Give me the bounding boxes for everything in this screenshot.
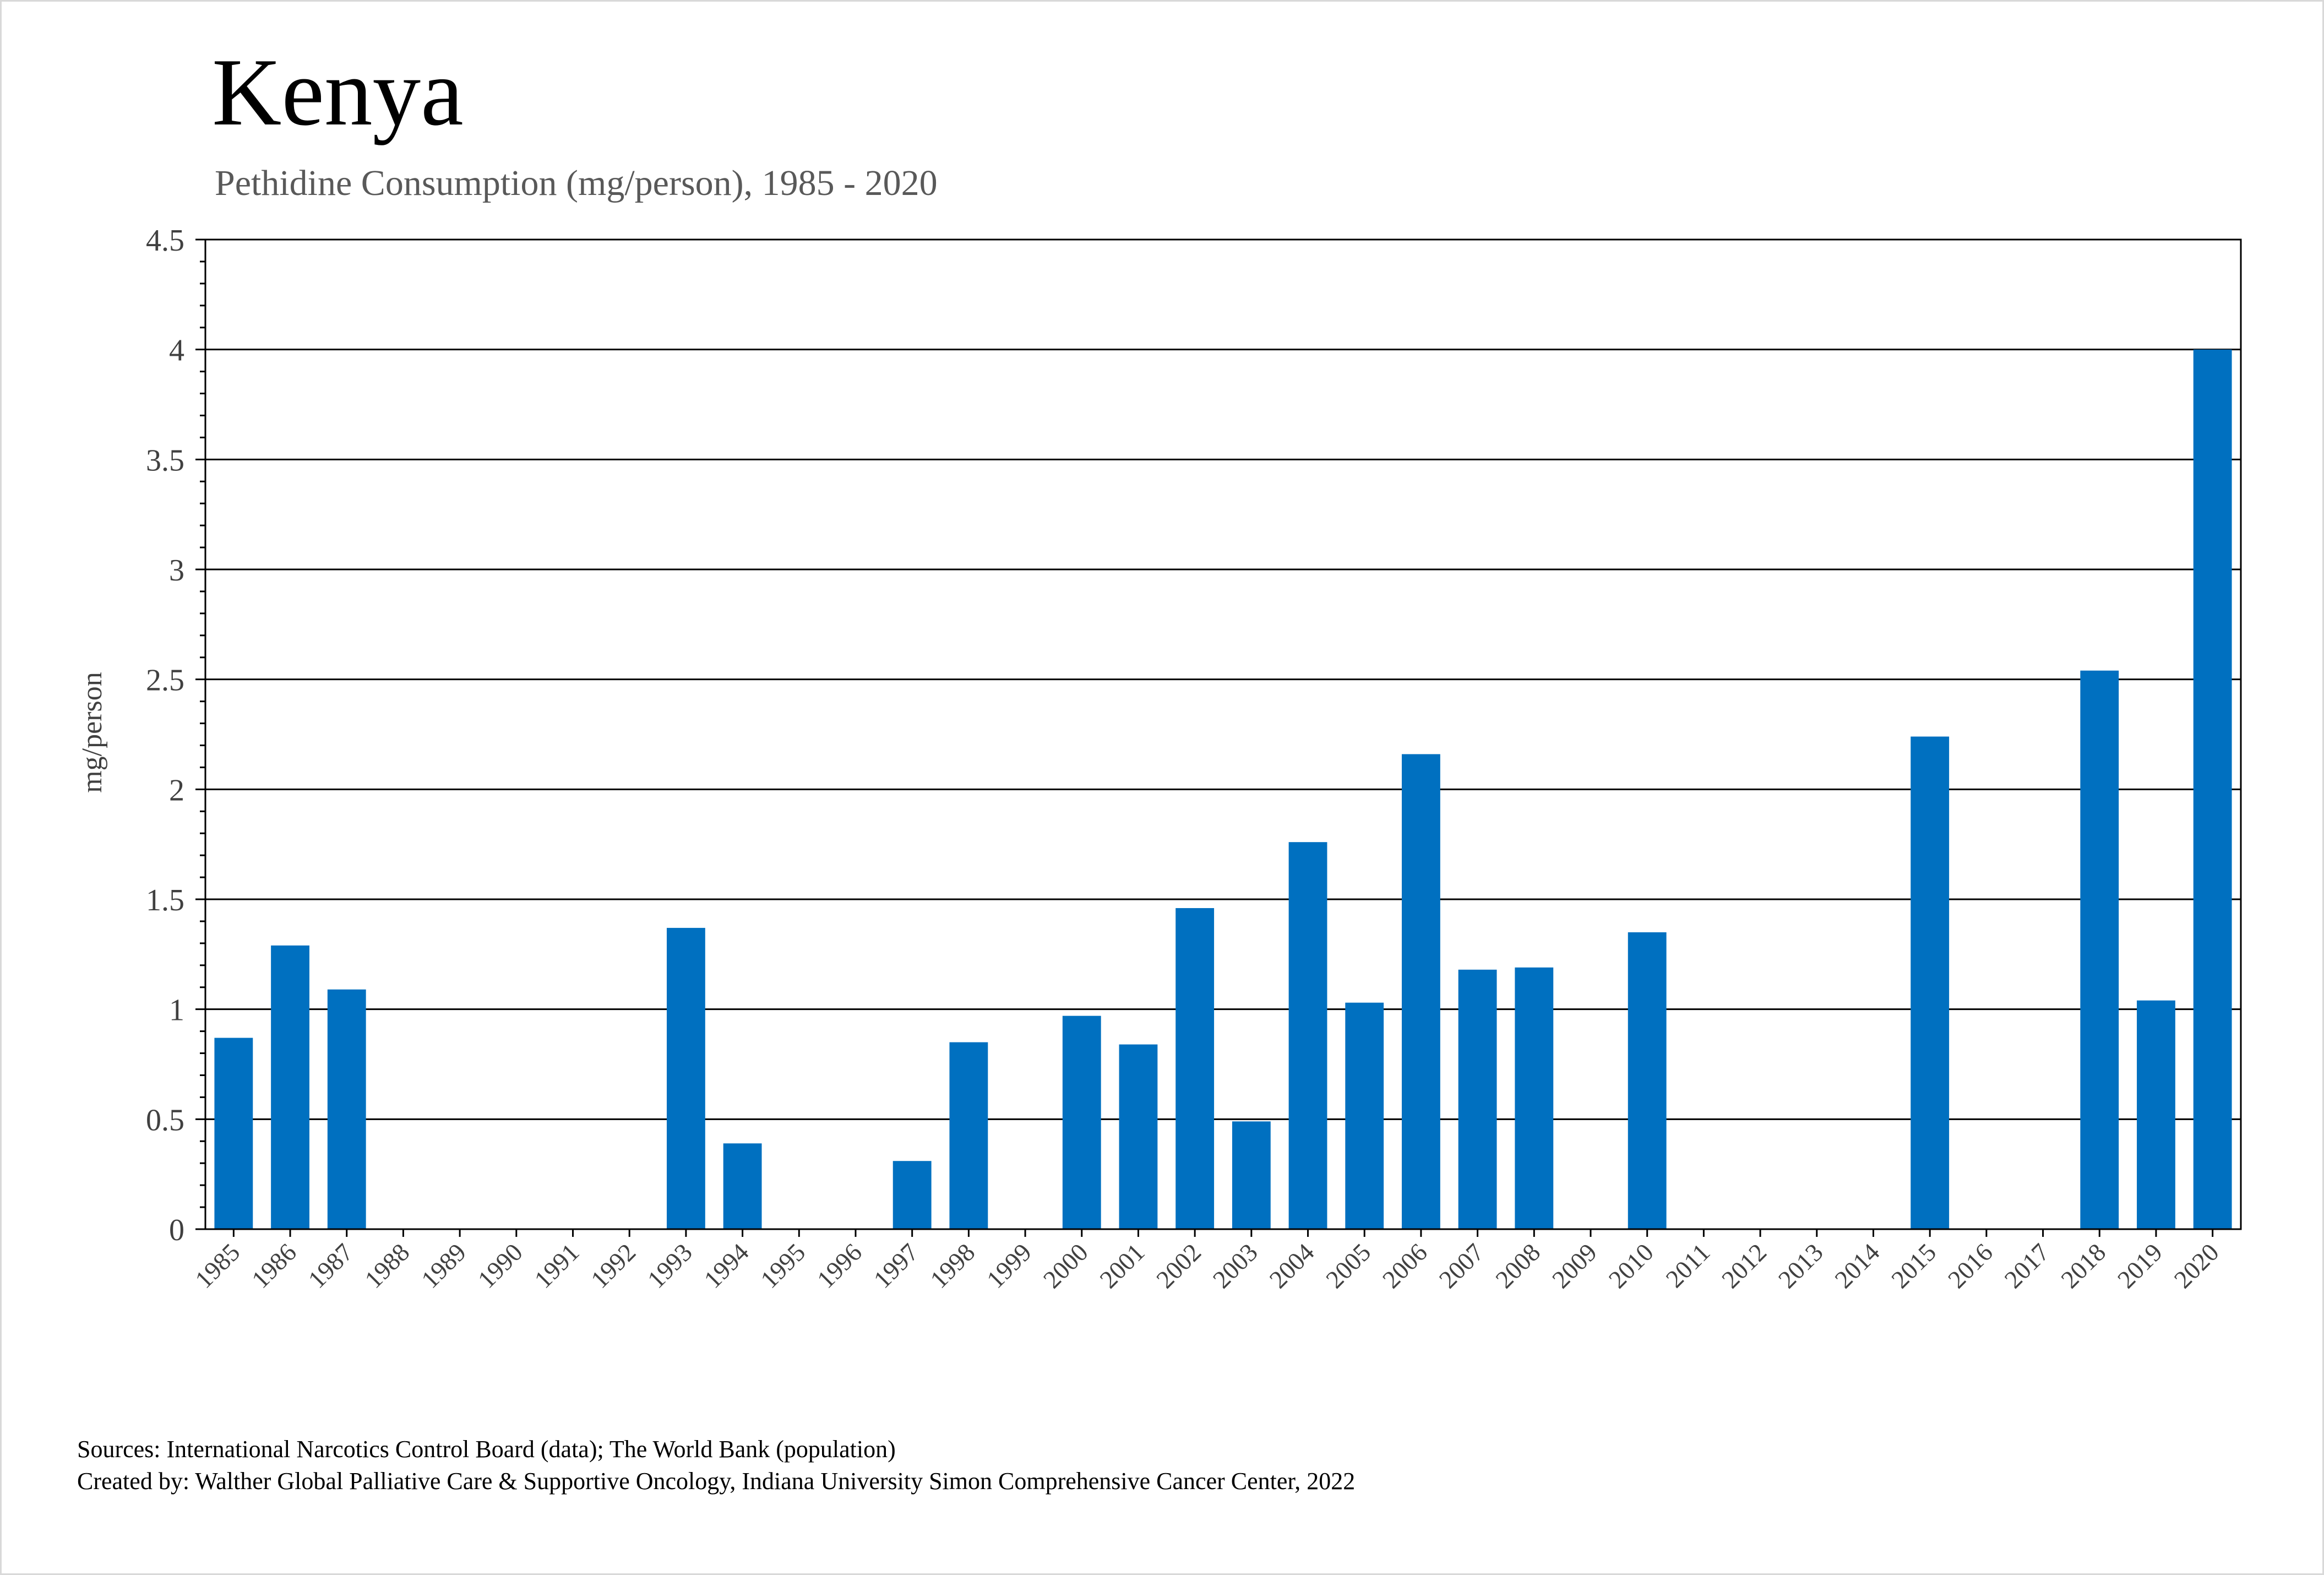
bar-1997 xyxy=(892,1161,932,1229)
y-tick-label: 2.5 xyxy=(146,664,184,698)
x-tick-label: 2019 xyxy=(2112,1238,2168,1294)
x-tick-label: 2003 xyxy=(1207,1238,1263,1294)
y-tick-labels: 0 0.5 1 1.5 2 2.5 3 3.5 4 4.5 xyxy=(146,224,184,1247)
y-tick-label: 3 xyxy=(169,553,184,588)
bar-2018 xyxy=(2080,670,2119,1229)
x-tick-label: 2016 xyxy=(1942,1238,1998,1294)
x-tick-label: 1986 xyxy=(246,1238,302,1294)
x-tick-label: 2017 xyxy=(1999,1238,2055,1294)
y-tick-label: 1.5 xyxy=(146,883,184,917)
bar-1994 xyxy=(723,1143,762,1229)
x-tick-label: 1991 xyxy=(529,1238,584,1294)
x-tick-label: 2020 xyxy=(2169,1238,2224,1294)
y-tick-label: 3.5 xyxy=(146,443,184,477)
x-tick-label: 2006 xyxy=(1377,1238,1433,1294)
x-tick-label: 1989 xyxy=(416,1238,471,1294)
y-tick-label: 0.5 xyxy=(146,1103,184,1137)
x-tick-label: 2007 xyxy=(1434,1238,1489,1294)
x-tick-label: 2013 xyxy=(1773,1238,1828,1294)
x-tick-label: 2009 xyxy=(1547,1238,1602,1294)
bar-2020 xyxy=(2193,349,2232,1229)
bar-1986 xyxy=(271,945,309,1229)
x-tick-label: 1990 xyxy=(472,1238,528,1294)
bars xyxy=(214,349,2232,1229)
x-tick-label: 2005 xyxy=(1320,1238,1376,1294)
x-tick-label: 1996 xyxy=(812,1238,867,1294)
bar-1985 xyxy=(214,1038,253,1229)
bar-2004 xyxy=(1288,842,1327,1229)
x-tick-labels: 1985 1986 1987 1988 1989 1990 1991 1992 1993 1994… xyxy=(189,1238,2224,1294)
bar-1998 xyxy=(949,1042,988,1229)
plot-border xyxy=(204,238,2242,1230)
x-tick-label: 2011 xyxy=(1661,1238,1716,1293)
bar-2006 xyxy=(1402,754,1440,1229)
y-tick-label: 0 xyxy=(169,1213,184,1247)
x-tick-label: 2014 xyxy=(1829,1238,1885,1294)
bar-2010 xyxy=(1628,932,1667,1229)
x-tick-label: 2001 xyxy=(1094,1238,1150,1294)
bar-2019 xyxy=(2137,1000,2175,1229)
bar-2005 xyxy=(1345,1002,1384,1229)
chart-title: Kenya xyxy=(212,39,464,145)
y-tick-label: 4.5 xyxy=(146,224,184,258)
y-tick-label: 2 xyxy=(169,773,184,807)
credits-note: Created by: Walther Global Palliative Ca… xyxy=(77,1468,1356,1495)
bar-2000 xyxy=(1062,1015,1101,1229)
bar-1993 xyxy=(666,927,705,1229)
x-tick-label: 1993 xyxy=(642,1238,698,1294)
bar-2002 xyxy=(1175,908,1215,1229)
x-tick-label: 1992 xyxy=(585,1238,641,1294)
x-tick-label: 1988 xyxy=(359,1238,415,1294)
x-tick-label: 2004 xyxy=(1264,1238,1319,1294)
x-tick-label: 2015 xyxy=(1886,1238,1941,1294)
bar-2003 xyxy=(1232,1121,1271,1229)
bar-2015 xyxy=(1911,736,1950,1229)
bar-2007 xyxy=(1458,969,1497,1229)
bar-1987 xyxy=(327,989,366,1229)
x-tick-label: 1994 xyxy=(699,1238,754,1294)
x-tick-label: 2000 xyxy=(1038,1238,1093,1294)
gridlines xyxy=(205,238,2241,1120)
x-tick-label: 2018 xyxy=(2055,1238,2111,1294)
y-tick-label: 4 xyxy=(169,334,184,368)
bar-2001 xyxy=(1119,1044,1158,1229)
x-tick-label: 1987 xyxy=(303,1238,358,1294)
x-tick-label: 1985 xyxy=(189,1238,245,1294)
x-tick-label: 2008 xyxy=(1490,1238,1545,1294)
bar-2008 xyxy=(1515,967,1554,1229)
x-tick-label: 1998 xyxy=(924,1238,980,1294)
x-tick-label: 2012 xyxy=(1716,1238,1772,1294)
x-tick-label: 2002 xyxy=(1151,1238,1206,1294)
x-tick-label: 1999 xyxy=(981,1238,1037,1294)
sources-note: Sources: International Narcotics Control… xyxy=(77,1436,896,1463)
x-tick-label: 1997 xyxy=(868,1238,924,1294)
axes xyxy=(195,238,2242,1237)
x-tick-label: 1995 xyxy=(755,1238,810,1294)
x-tick-label: 2010 xyxy=(1603,1238,1659,1294)
chart-subtitle: Pethidine Consumption (mg/person), 1985 … xyxy=(215,163,938,203)
y-tick-label: 1 xyxy=(169,993,184,1028)
